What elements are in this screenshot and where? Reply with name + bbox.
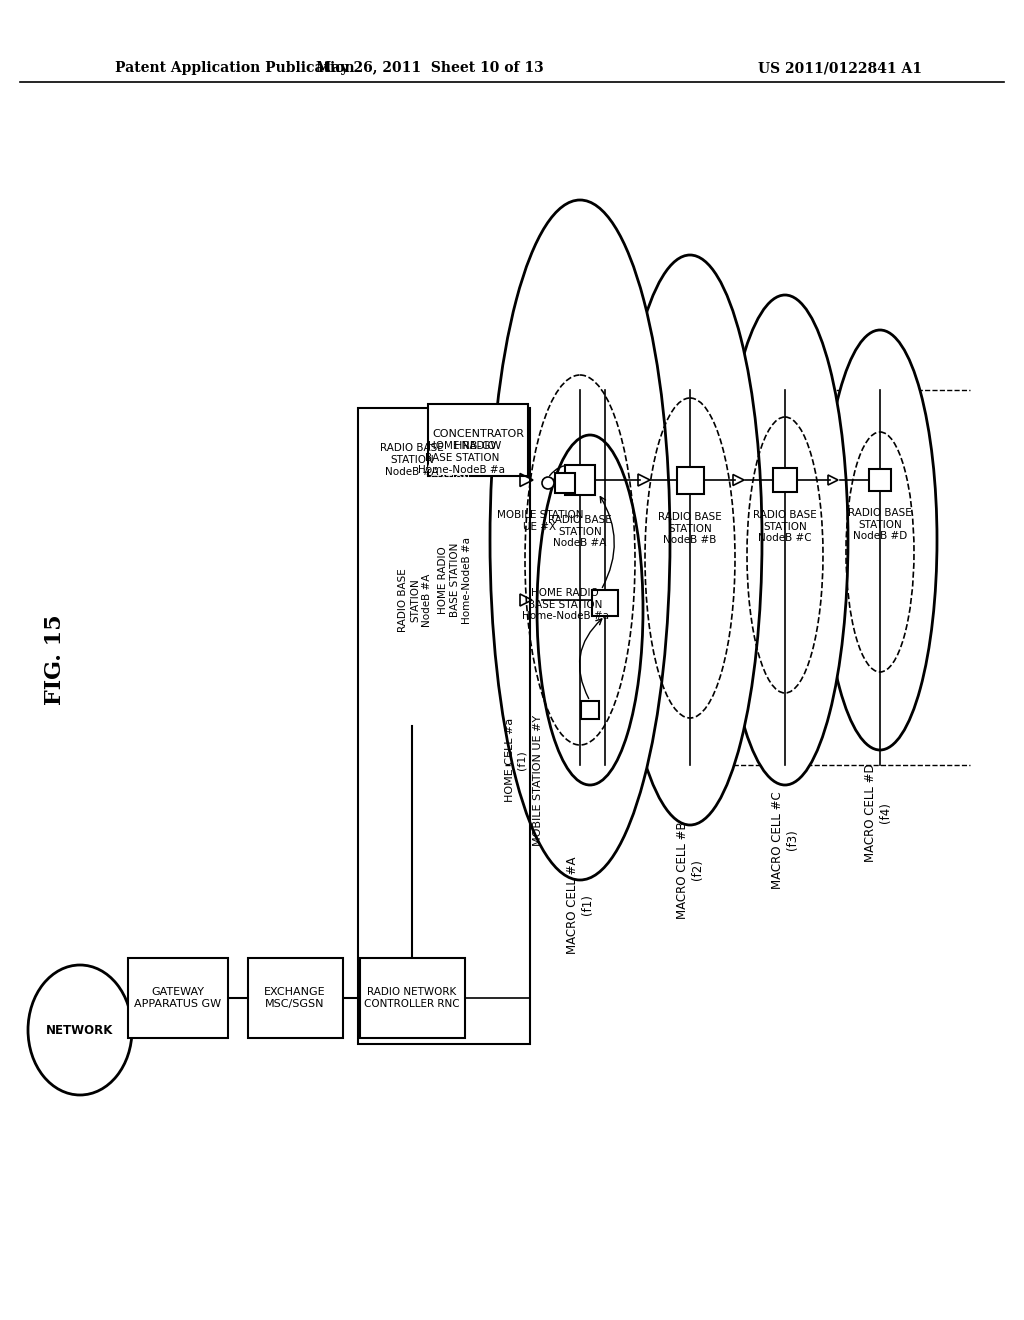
Text: MACRO CELL #C
(f3): MACRO CELL #C (f3) [771,791,799,888]
Text: MOBILE STATION UE #Y: MOBILE STATION UE #Y [534,714,543,846]
Ellipse shape [618,255,762,825]
Text: MACRO CELL #D
(f4): MACRO CELL #D (f4) [864,764,892,862]
Text: HOME RADIO
BASE STATION
Home-NodeB #a: HOME RADIO BASE STATION Home-NodeB #a [419,441,506,475]
Text: FIG. 15: FIG. 15 [44,615,66,705]
Text: Patent Application Publication: Patent Application Publication [115,61,354,75]
Text: RADIO NETWORK
CONTROLLER RNC: RADIO NETWORK CONTROLLER RNC [365,987,460,1008]
Text: CONCENTRATOR
HNB-GW: CONCENTRATOR HNB-GW [432,429,524,451]
FancyBboxPatch shape [581,701,599,719]
FancyBboxPatch shape [555,473,575,492]
Ellipse shape [823,330,937,750]
Text: HOME CELL #a
(f1): HOME CELL #a (f1) [505,718,526,803]
Ellipse shape [490,201,670,880]
Text: RADIO BASE
STATION
NodeB #D: RADIO BASE STATION NodeB #D [848,508,912,541]
Text: RADIO BASE
STATION
NodeB #B: RADIO BASE STATION NodeB #B [658,512,722,545]
Text: RADIO BASE
STATION
NodeB #A: RADIO BASE STATION NodeB #A [398,568,431,632]
Text: RADIO BASE
STATION
NodeB #C: RADIO BASE STATION NodeB #C [753,510,817,544]
Text: HOME RADIO
BASE STATION
Home-NodeB #a: HOME RADIO BASE STATION Home-NodeB #a [438,536,472,623]
Text: May 26, 2011  Sheet 10 of 13: May 26, 2011 Sheet 10 of 13 [316,61,544,75]
FancyBboxPatch shape [565,465,595,495]
FancyBboxPatch shape [359,958,465,1038]
Ellipse shape [542,477,554,488]
Text: EXCHANGE
MSC/SGSN: EXCHANGE MSC/SGSN [264,987,326,1008]
Text: US 2011/0122841 A1: US 2011/0122841 A1 [758,61,922,75]
Text: HOME RADIO
BASE STATION
Home-NodeB #a: HOME RADIO BASE STATION Home-NodeB #a [521,587,608,622]
Text: MACRO CELL #B
(f2): MACRO CELL #B (f2) [676,821,705,919]
FancyBboxPatch shape [677,466,703,494]
Text: RADIO BASE
STATION
NodeB #A: RADIO BASE STATION NodeB #A [548,515,612,548]
Text: RADIO BASE
STATION
#A: RADIO BASE STATION #A [420,463,480,496]
FancyBboxPatch shape [428,404,528,477]
FancyBboxPatch shape [773,469,797,492]
Ellipse shape [722,294,848,785]
FancyBboxPatch shape [128,958,228,1038]
FancyBboxPatch shape [869,469,891,491]
Text: GATEWAY
APPARATUS GW: GATEWAY APPARATUS GW [134,987,221,1008]
Text: RADIO BASE
STATION
NodeB #A: RADIO BASE STATION NodeB #A [380,444,443,477]
FancyBboxPatch shape [592,590,618,616]
Text: MOBILE STATION
UE #X: MOBILE STATION UE #X [497,510,584,532]
Ellipse shape [28,965,132,1096]
FancyBboxPatch shape [248,958,342,1038]
Text: MACRO CELL #A
(f1): MACRO CELL #A (f1) [566,857,594,954]
Text: NETWORK: NETWORK [46,1023,114,1036]
